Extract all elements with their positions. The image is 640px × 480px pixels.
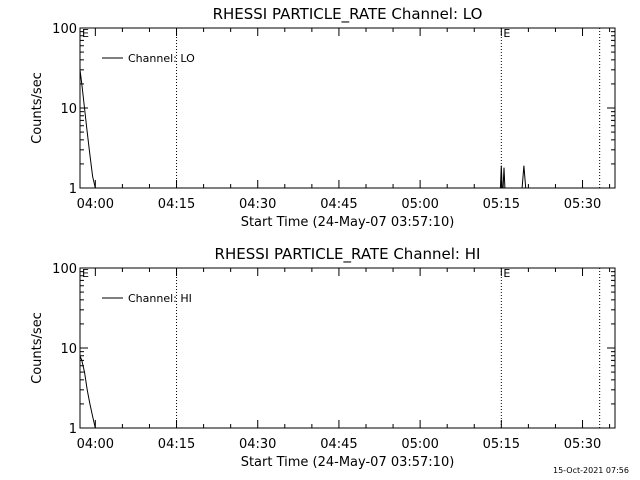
chart0-x-tick-label: 04:00 — [77, 197, 114, 212]
chart0-series-line — [521, 165, 527, 189]
chart0-title: RHESSI PARTICLE_RATE Channel: LO — [213, 5, 483, 24]
chart0-x-tick-label: 04:45 — [320, 197, 357, 212]
chart1-series-line — [79, 355, 96, 429]
chart0-y-tick-label: 10 — [60, 102, 77, 117]
chart1-title: RHESSI PARTICLE_RATE Channel: HI — [215, 245, 481, 264]
chart1-x-tick-label: 05:00 — [401, 437, 438, 452]
chart0-x-tick-label: 04:30 — [239, 197, 276, 212]
chart0-series-line — [79, 69, 96, 189]
chart0-x-tick-label: 05:30 — [564, 197, 601, 212]
chart1-x-tick-label: 04:00 — [77, 437, 114, 452]
chart0-x-tick-label: 05:15 — [483, 197, 520, 212]
chart0-y-tick-label: 1 — [69, 182, 77, 197]
chart1-x-tick-label: 04:45 — [320, 437, 357, 452]
chart1-x-tick-label: 05:30 — [564, 437, 601, 452]
chart1-marker-label: E — [82, 267, 89, 280]
chart1-y-tick-label: 1 — [69, 422, 77, 437]
chart1-x-axis-label: Start Time (24-May-07 03:57:10) — [241, 455, 455, 470]
chart1-x-tick-label: 04:30 — [239, 437, 276, 452]
chart1-y-tick-label: 10 — [60, 342, 77, 357]
chart1-x-tick-label: 04:15 — [158, 437, 195, 452]
chart1-y-axis-label: Counts/sec — [30, 312, 45, 384]
chart0-x-axis-label: Start Time (24-May-07 03:57:10) — [241, 215, 455, 230]
chart0-marker-label: E — [503, 27, 510, 40]
chart1-marker-label: E — [503, 267, 510, 280]
chart0-x-tick-label: 04:15 — [158, 197, 195, 212]
plot-timestamp: 15-Oct-2021 07:56 — [553, 466, 629, 475]
chart0-series-line — [499, 165, 503, 189]
chart1-x-tick-label: 05:15 — [483, 437, 520, 452]
chart0-x-tick-label: 05:00 — [401, 197, 438, 212]
chart0-series-line — [502, 167, 506, 189]
chart1-legend-label: Channel: HI — [128, 292, 192, 305]
chart0-y-axis-label: Counts/sec — [30, 72, 45, 144]
chart1-y-tick-label: 100 — [52, 262, 77, 277]
chart0-y-tick-label: 100 — [52, 22, 77, 37]
chart0-legend-label: Channel: LO — [128, 52, 195, 65]
chart0-marker-label: E — [82, 27, 89, 40]
